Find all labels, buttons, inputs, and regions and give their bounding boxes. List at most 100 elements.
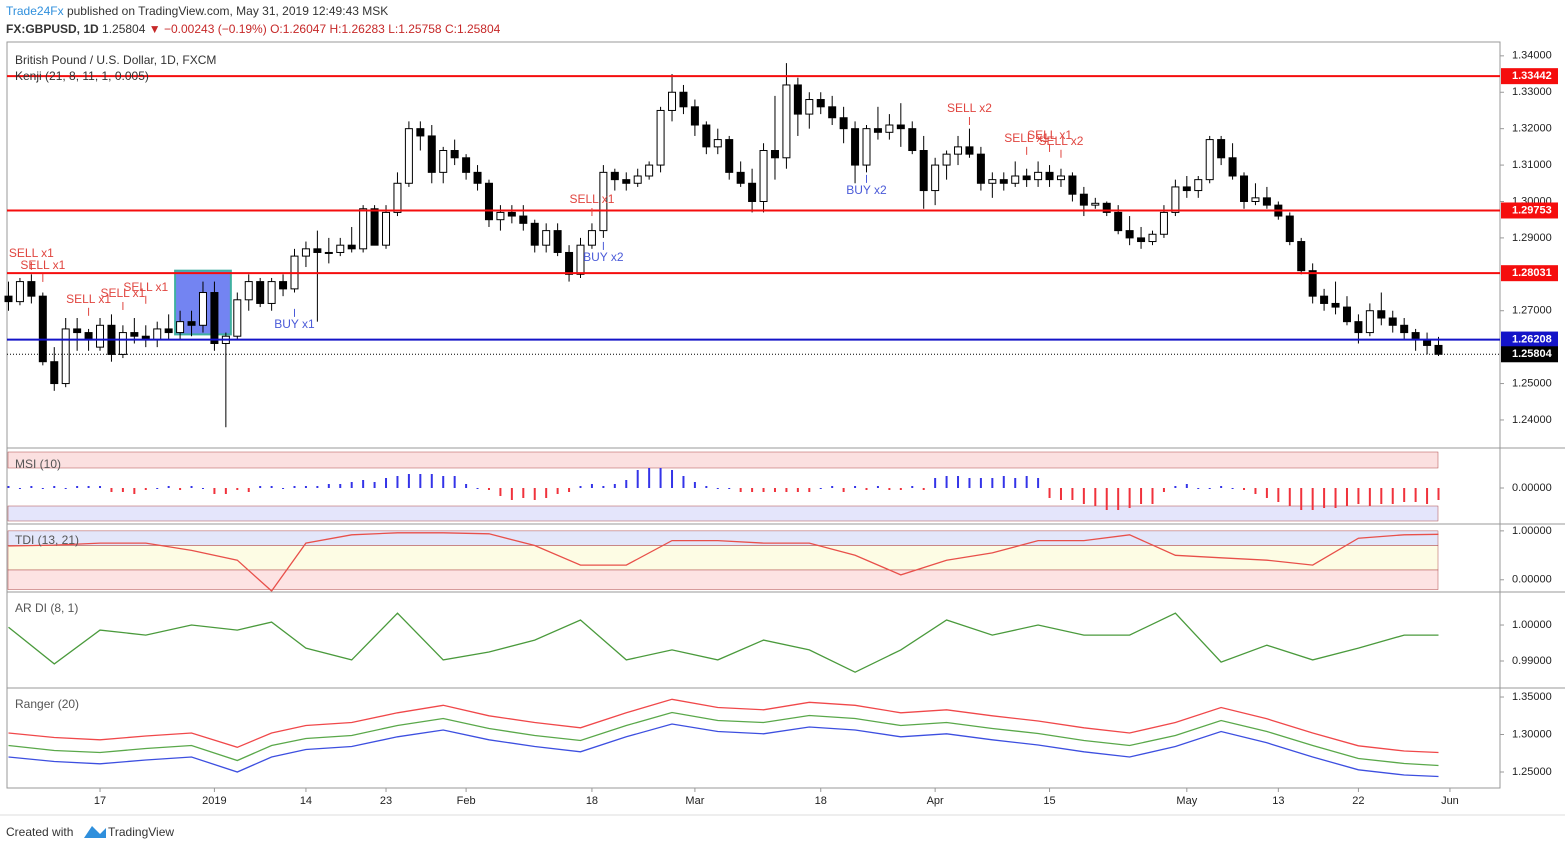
candle-body [473,171,482,184]
footer-brand[interactable]: TradingView [108,825,174,839]
msi-bar [133,488,136,494]
y-tick-label: 1.25000 [1512,377,1552,389]
msi-bar [556,488,559,494]
price-label: 1.26208 [1512,333,1552,345]
last-price-label: 1.25804 [1512,348,1553,360]
pane-title: MSI (10) [15,457,61,471]
msi-bar [224,488,227,494]
msi-bar [1025,476,1028,488]
x-tick-label: 22 [1352,795,1364,807]
candle-body [519,215,528,224]
price-label-bg [1501,331,1558,348]
candle-body [770,150,779,159]
msi-bar [716,488,719,489]
indicator-line [8,711,1439,767]
msi-bar [282,488,285,489]
indicator-title: Kenji (21, 8, 11, 1, 0.005) [15,69,149,83]
msi-bar [293,486,296,488]
quote-line: FX:GBPUSD, 1D 1.25804 ▼ −0.00243 (−0.19%… [6,22,501,36]
price-label-bg [1501,68,1558,85]
y-tick-label: 1.25000 [1512,766,1552,778]
msi-bar [1277,488,1280,502]
msi-bar [327,484,330,488]
msi-bar [1117,488,1120,510]
candle-body [1342,306,1351,323]
candle-body [73,328,82,334]
msi-bar [179,488,182,490]
candle-body [1434,344,1443,355]
candle-body [1102,202,1111,213]
candle-body [1068,175,1077,195]
x-tick-label: May [1176,795,1197,807]
candle-body [816,99,825,108]
candle-body [416,128,425,137]
msi-bar [247,488,250,492]
indicator-line [8,532,1439,592]
msi-bar [144,488,147,490]
publisher[interactable]: Trade24Fx [6,4,64,18]
open: O:1.26047 [270,22,326,36]
msi-bar [888,488,891,490]
candle-body [919,150,928,192]
candle-body [965,146,974,155]
candle-body [256,281,265,304]
candle-body [1045,171,1054,181]
msi-bar [796,488,799,492]
price-label-bg [1501,202,1558,219]
msi-bar [1037,478,1040,488]
y-tick-label: 1.30000 [1512,728,1552,740]
msi-bar [865,488,868,490]
candle-body [1377,310,1386,319]
msi-bar [1265,488,1268,498]
msi-bar [693,482,696,488]
candle-body [748,182,757,202]
msi-bar [1208,488,1211,489]
msi-bar [1105,488,1108,510]
msi-bar [1048,488,1051,498]
pane-title: TDI (13, 21) [15,533,79,547]
msi-bar [430,474,433,488]
candle-body [462,157,471,173]
msi-bar [739,488,742,492]
candle-body [1034,171,1043,181]
last-price-bg [1501,346,1558,363]
msi-bar [899,488,902,490]
candle-body [1308,270,1317,297]
y-tick-label: 1.00000 [1512,525,1552,537]
msi-bar [1288,488,1291,506]
msi-bar [41,488,44,489]
msi-bar [18,488,21,489]
msi-bar [201,488,204,489]
indicator-line [8,612,1439,673]
msi-bar [522,488,525,498]
msi-bar [590,484,593,488]
msi-bar [1174,486,1177,488]
candle-body [1125,230,1134,239]
candle-body [565,251,574,275]
pane-band [7,451,1439,469]
msi-bar [545,488,548,498]
msi-bar [167,486,170,488]
x-tick-label: 17 [94,795,106,807]
candle-body [725,139,734,173]
pane-title: Ranger (20) [15,697,79,711]
y-tick-label: 0.99000 [1512,655,1552,667]
msi-bar [773,488,776,492]
candle-body [15,281,24,303]
chart-title: British Pound / U.S. Dollar, 1D, FXCM [15,53,216,67]
symbol: FX:GBPUSD, 1D [6,22,99,36]
candle-body [622,179,631,184]
candle-body [1091,202,1100,206]
msi-bar [705,486,708,488]
msi-bar [842,488,845,492]
candle-body [1228,157,1237,177]
msi-bar [350,482,353,488]
candle-body [313,248,322,253]
candle-body [1022,175,1031,181]
msi-bar [1002,476,1005,488]
signal-label: SELL x1 [1004,131,1049,145]
high: H:1.26283 [329,22,385,36]
msi-bar [1357,488,1360,504]
candle-body [267,281,276,304]
